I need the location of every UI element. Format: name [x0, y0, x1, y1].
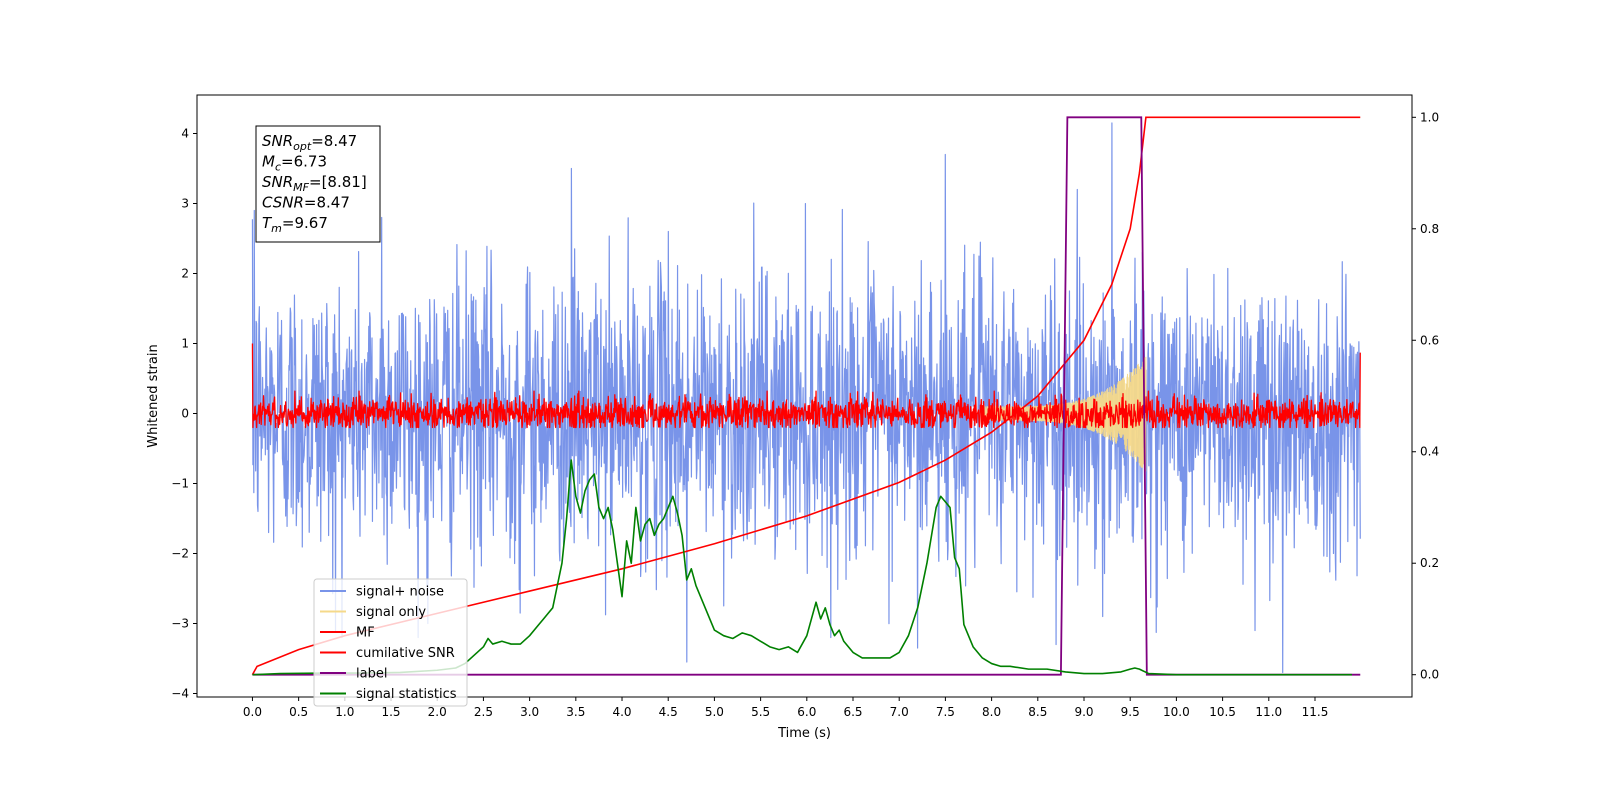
y-tick-label: −2	[171, 547, 189, 561]
x-tick-label: 7.0	[890, 705, 909, 719]
x-tick-label: 1.5	[381, 705, 400, 719]
x-tick-label: 7.5	[936, 705, 955, 719]
y2-tick-label: 0.4	[1420, 445, 1439, 459]
info-line: Mc=6.73	[262, 153, 327, 174]
x-tick-label: 3.0	[520, 705, 539, 719]
y-tick-label: −3	[171, 617, 189, 631]
y2-tick-label: 0.2	[1420, 556, 1439, 570]
y2-tick-label: 1.0	[1420, 110, 1439, 124]
legend-entry: label	[356, 667, 387, 682]
legend-frame	[313, 578, 468, 707]
info-line: Tm=9.67	[262, 214, 328, 235]
x-tick-label: 6.0	[797, 705, 816, 719]
y-tick-label: −4	[171, 687, 189, 701]
y2-tick-label: 0.8	[1420, 222, 1439, 236]
y-tick-label: 2	[181, 267, 189, 281]
y-tick-label: 1	[181, 337, 189, 351]
info-line: SNRopt=8.47	[262, 132, 357, 153]
y-tick-label: 4	[181, 127, 189, 141]
x-tick-label: 1.0	[335, 705, 354, 719]
x-tick-label: 10.0	[1163, 705, 1190, 719]
axes-frame	[196, 94, 1413, 698]
y2-tick-label: 0.0	[1420, 668, 1439, 682]
axes: 0.0 0.5 1.0 1.5 2.0 2.5 3.0 3.5 4.0 4.5 5.0 5.5 6.0 6…	[171, 94, 1439, 719]
legend-entry: cumilative SNR	[356, 646, 455, 661]
x-tick-label: 10.5	[1209, 705, 1236, 719]
info-box-frame	[255, 125, 381, 243]
x-tick-label: 2.0	[428, 705, 447, 719]
x-tick-label: 6.5	[843, 705, 862, 719]
x-tick-label: 8.0	[982, 705, 1001, 719]
series-signal-noise	[251, 122, 1361, 674]
x-axis-label: Time (s)	[777, 726, 831, 741]
x-tick-label: 8.5	[1028, 705, 1047, 719]
x-tick-label: 11.0	[1255, 705, 1282, 719]
y-axis-label: Whitened strain	[146, 344, 161, 447]
legend-entry: signal+ noise	[356, 585, 444, 600]
x-tick-label: 2.5	[474, 705, 493, 719]
x-tick-label: 4.5	[659, 705, 678, 719]
x-tick-label: 3.5	[566, 705, 585, 719]
x-tick-label: 11.5	[1302, 705, 1329, 719]
y-tick-label: 0	[181, 407, 189, 421]
series-signal-statistics	[252, 459, 1352, 676]
info-line: SNRMF=[8.81]	[262, 173, 367, 194]
legend-entry: MF	[356, 626, 375, 641]
y-tick-label: −1	[171, 477, 189, 491]
x-tick-label: 9.5	[1121, 705, 1140, 719]
y2-tick-label: 0.6	[1420, 333, 1439, 347]
x-tick-label: 5.0	[705, 705, 724, 719]
legend-entry: signal only	[356, 605, 426, 620]
x-tick-label: 0.0	[243, 705, 262, 719]
x-tick-label: 4.0	[612, 705, 631, 719]
x-tick-label: 5.5	[751, 705, 770, 719]
legend-entry: signal statistics	[356, 687, 457, 702]
x-tick-label: 0.5	[289, 705, 308, 719]
series-mf	[251, 343, 1361, 429]
y-tick-label: 3	[181, 197, 189, 211]
x-tick-label: 9.0	[1074, 705, 1093, 719]
legend: signal+ noise signal only MF cumilative SNR…	[313, 578, 468, 707]
info-line: CSNR=8.47	[262, 194, 350, 212]
